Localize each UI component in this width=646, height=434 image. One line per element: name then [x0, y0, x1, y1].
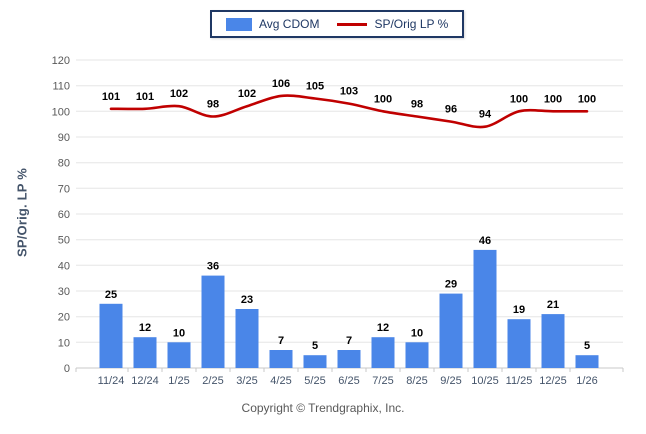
- y-tick-label: 0: [64, 363, 70, 375]
- line-value-label: 96: [445, 104, 457, 116]
- bar-value-label: 7: [346, 335, 352, 347]
- x-category-label: 9/25: [440, 375, 461, 387]
- y-tick-label: 80: [58, 158, 70, 170]
- legend-item-sp-orig-lp: SP/Orig LP %: [337, 17, 448, 31]
- y-tick-label: 10: [58, 337, 70, 349]
- y-tick-label: 70: [58, 183, 70, 195]
- x-category-label: 1/26: [576, 375, 597, 387]
- x-category-label: 11/25: [506, 375, 533, 387]
- x-category-label: 7/25: [372, 375, 393, 387]
- line-value-label: 100: [578, 93, 596, 105]
- line-value-label: 100: [544, 93, 562, 105]
- bar-value-label: 36: [207, 261, 219, 273]
- bar: [269, 350, 293, 368]
- trend-line: [109, 94, 589, 129]
- line-value-label: 100: [510, 93, 528, 105]
- y-tick-label: 90: [58, 132, 70, 144]
- x-category-label: 2/25: [202, 375, 223, 387]
- bar: [405, 342, 429, 368]
- bar: [133, 337, 157, 368]
- bar-value-label: 21: [547, 299, 559, 311]
- y-tick-label: 20: [58, 312, 70, 324]
- x-category-label: 12/25: [539, 375, 567, 387]
- bar-value-label: 19: [513, 304, 525, 316]
- line-value-label: 100: [374, 93, 392, 105]
- line-value-label: 98: [207, 99, 219, 111]
- legend-item-avg-cdom: Avg CDOM: [226, 17, 319, 31]
- bar-value-label: 25: [105, 289, 117, 301]
- bar-value-label: 29: [445, 279, 457, 291]
- bar: [337, 350, 361, 368]
- y-tick-label: 60: [58, 209, 70, 221]
- bar-value-label: 10: [411, 327, 423, 339]
- legend-label-sp-orig-lp: SP/Orig LP %: [374, 17, 449, 31]
- bar: [439, 293, 463, 368]
- line-value-label: 103: [340, 86, 358, 98]
- bar-value-label: 5: [584, 340, 590, 352]
- x-category-label: 11/24: [98, 375, 125, 387]
- y-tick-label: 120: [52, 55, 70, 67]
- line-swatch-icon: [337, 22, 368, 26]
- line-value-label: 101: [136, 91, 154, 103]
- line-value-label: 101: [102, 91, 120, 103]
- x-category-label: 12/24: [131, 375, 159, 387]
- x-category-label: 5/25: [304, 375, 325, 387]
- line-value-label: 105: [306, 81, 324, 93]
- bar-value-label: 23: [241, 294, 253, 306]
- bar-value-label: 10: [173, 327, 185, 339]
- bar-swatch-icon: [226, 17, 252, 31]
- legend: Avg CDOM SP/Orig LP %: [210, 10, 465, 38]
- bar: [371, 337, 395, 368]
- bar-value-label: 5: [312, 340, 318, 352]
- bar-value-label: 46: [479, 235, 491, 247]
- line-value-label: 98: [411, 99, 423, 111]
- bar: [167, 342, 191, 368]
- legend-label-avg-cdom: Avg CDOM: [259, 17, 320, 31]
- bar-value-label: 12: [377, 322, 389, 334]
- x-category-label: 10/25: [471, 375, 499, 387]
- x-category-label: 3/25: [236, 375, 257, 387]
- bar: [99, 303, 123, 368]
- y-tick-label: 40: [58, 260, 70, 272]
- y-tick-label: 110: [52, 81, 70, 93]
- line-value-label: 102: [170, 88, 188, 100]
- line-value-label: 106: [272, 78, 290, 90]
- x-category-label: 8/25: [406, 375, 427, 387]
- bar: [201, 275, 225, 368]
- x-category-label: 1/25: [168, 375, 189, 387]
- line-value-label: 94: [479, 109, 492, 121]
- bar-value-label: 7: [278, 335, 284, 347]
- bar: [235, 309, 259, 368]
- x-category-label: 6/25: [338, 375, 359, 387]
- bar: [507, 319, 531, 368]
- x-category-label: 4/25: [270, 375, 291, 387]
- bar: [303, 355, 327, 368]
- copyright-text: Copyright © Trendgraphix, Inc.: [241, 401, 405, 415]
- y-tick-label: 50: [58, 235, 70, 247]
- bar: [541, 314, 565, 368]
- bar: [473, 249, 497, 368]
- line-value-label: 102: [238, 88, 256, 100]
- y-tick-label: 100: [52, 106, 70, 118]
- bar-value-label: 12: [139, 322, 151, 334]
- y-tick-label: 30: [58, 286, 70, 298]
- bar: [575, 355, 599, 368]
